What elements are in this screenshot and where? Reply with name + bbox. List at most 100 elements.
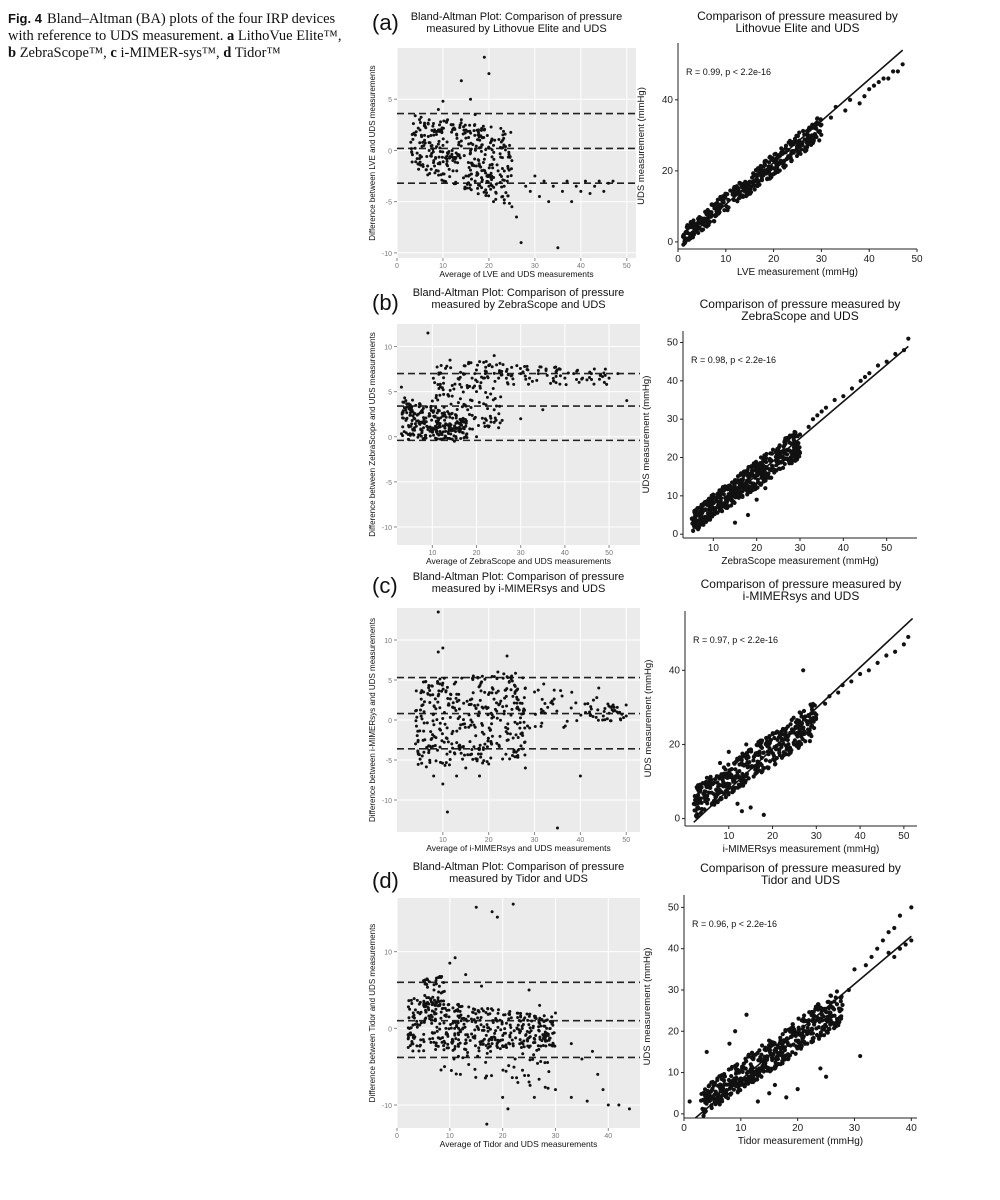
data-point xyxy=(710,1079,715,1085)
data-point xyxy=(442,1021,446,1025)
data-point xyxy=(574,184,578,188)
data-point xyxy=(409,1026,413,1030)
data-point xyxy=(533,725,537,729)
data-point xyxy=(788,455,793,460)
data-point xyxy=(784,447,790,452)
y-tick-label: -10 xyxy=(382,525,392,532)
data-point xyxy=(490,365,494,369)
data-point xyxy=(497,703,501,707)
data-point xyxy=(446,152,450,156)
data-point xyxy=(743,773,748,779)
data-point xyxy=(805,134,811,139)
data-point xyxy=(527,1014,531,1018)
data-point xyxy=(444,366,448,370)
data-point xyxy=(755,485,760,490)
data-point xyxy=(775,446,780,452)
data-point xyxy=(462,1022,466,1026)
data-point xyxy=(510,707,514,711)
data-point xyxy=(434,1003,438,1007)
data-point xyxy=(752,187,757,192)
data-point xyxy=(417,1002,421,1006)
data-point xyxy=(880,938,886,943)
data-point xyxy=(419,697,423,701)
data-point xyxy=(433,164,437,168)
data-point xyxy=(743,1056,748,1061)
data-point xyxy=(461,718,465,722)
data-point xyxy=(416,1010,420,1014)
caption-device-a: LithoVue Elite™, xyxy=(237,28,342,44)
data-point xyxy=(815,116,820,122)
data-point xyxy=(776,459,781,464)
data-point xyxy=(422,750,426,754)
data-point xyxy=(519,241,523,245)
data-point xyxy=(415,419,419,423)
data-point xyxy=(491,166,495,170)
data-point xyxy=(831,1026,837,1031)
data-point xyxy=(464,433,468,437)
data-point xyxy=(886,930,891,935)
data-point xyxy=(553,1088,557,1092)
data-point xyxy=(442,1002,446,1006)
data-point xyxy=(548,1020,552,1024)
data-point xyxy=(421,140,425,144)
data-point xyxy=(528,189,532,193)
data-point xyxy=(427,414,431,418)
data-point xyxy=(597,686,601,690)
data-point xyxy=(787,433,793,438)
data-point xyxy=(616,372,620,376)
data-point xyxy=(495,363,499,367)
data-point xyxy=(438,677,442,681)
data-point xyxy=(481,1042,485,1046)
data-point xyxy=(705,1088,711,1094)
data-point xyxy=(431,147,435,151)
data-point xyxy=(518,367,522,371)
data-point xyxy=(718,797,723,802)
data-point xyxy=(598,377,602,381)
data-point xyxy=(453,1044,457,1048)
data-point xyxy=(477,400,481,404)
data-point xyxy=(727,1041,732,1046)
data-point xyxy=(445,685,449,689)
data-point xyxy=(777,1052,782,1057)
data-point xyxy=(445,736,449,740)
data-point xyxy=(741,487,746,492)
data-point xyxy=(483,153,487,157)
data-point xyxy=(485,1074,489,1078)
data-point xyxy=(768,737,774,743)
data-point xyxy=(438,1037,442,1041)
y-axis-label: UDS measurement (mmHg) xyxy=(642,948,653,1066)
data-point xyxy=(779,755,785,760)
data-point xyxy=(734,187,740,193)
data-point xyxy=(539,724,543,728)
data-point xyxy=(746,1074,751,1080)
data-point xyxy=(739,1065,745,1070)
data-point xyxy=(519,744,523,748)
correlation-annotation: R = 0.96, p < 2.2e-16 xyxy=(692,919,777,929)
data-point xyxy=(522,1039,526,1043)
data-point xyxy=(479,752,483,756)
data-point xyxy=(834,989,840,994)
data-point xyxy=(413,133,417,137)
data-point xyxy=(482,190,486,194)
data-point xyxy=(430,1018,434,1022)
data-point xyxy=(455,169,459,173)
data-point xyxy=(419,434,423,438)
data-point xyxy=(543,711,547,715)
data-point xyxy=(464,421,468,425)
data-point xyxy=(468,129,472,133)
y-tick-label: 0 xyxy=(673,1109,679,1120)
data-point xyxy=(485,706,489,710)
data-point xyxy=(421,680,425,684)
data-point xyxy=(759,1043,765,1048)
data-point xyxy=(545,1018,549,1022)
data-point xyxy=(487,194,491,198)
data-point xyxy=(516,1080,520,1084)
data-point xyxy=(722,781,727,786)
data-point xyxy=(729,503,734,508)
x-tick-label: 50 xyxy=(605,550,613,557)
data-point xyxy=(793,449,798,454)
data-point xyxy=(686,224,691,229)
data-point xyxy=(766,742,771,747)
data-point xyxy=(707,509,712,514)
